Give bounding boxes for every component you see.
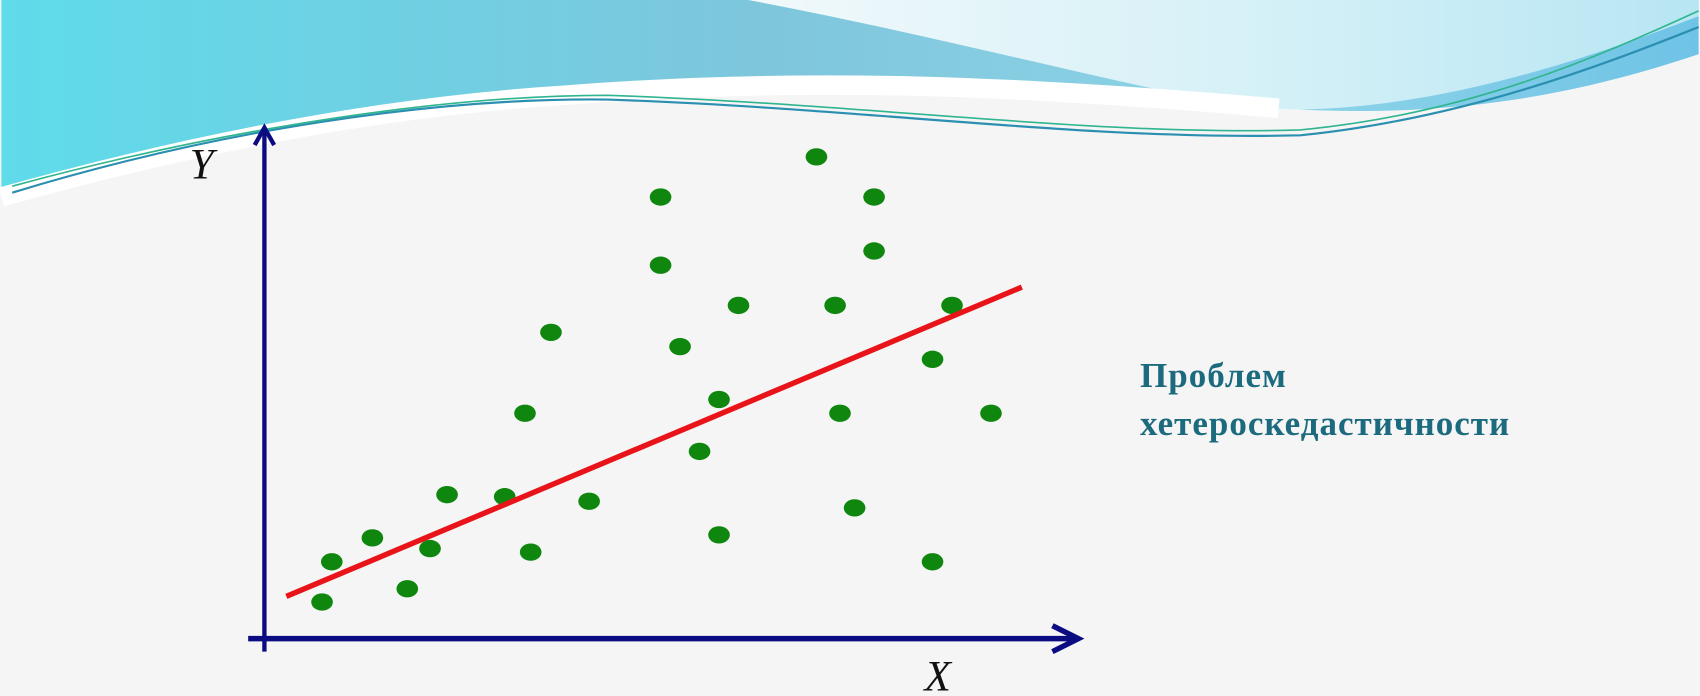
annotation: Проблем хетероскедастичности: [1140, 352, 1640, 448]
point: [863, 242, 885, 259]
point: [514, 405, 536, 422]
point: [520, 543, 542, 560]
point: [669, 338, 691, 355]
point: [362, 529, 384, 546]
point: [689, 443, 711, 460]
point: [321, 553, 343, 570]
point: [728, 297, 750, 314]
point: [824, 297, 846, 314]
point: [863, 188, 885, 205]
point: [844, 499, 866, 516]
point: [980, 405, 1002, 422]
point: [311, 593, 333, 610]
page: Y X Проблем хетероскедастичности (() => …: [0, 0, 1700, 696]
point: [922, 351, 944, 368]
x-axis-label: X: [922, 653, 952, 696]
slide: Y X: [0, 0, 1700, 696]
point: [708, 391, 730, 408]
point: [540, 324, 562, 341]
point: [708, 526, 730, 543]
point: [650, 188, 672, 205]
point: [806, 148, 828, 165]
point: [650, 257, 672, 274]
point: [829, 405, 851, 422]
y-axis-label: Y: [190, 141, 218, 189]
point: [436, 486, 458, 503]
point: [922, 553, 944, 570]
point: [419, 540, 441, 557]
point: [578, 493, 600, 510]
point: [396, 580, 418, 597]
